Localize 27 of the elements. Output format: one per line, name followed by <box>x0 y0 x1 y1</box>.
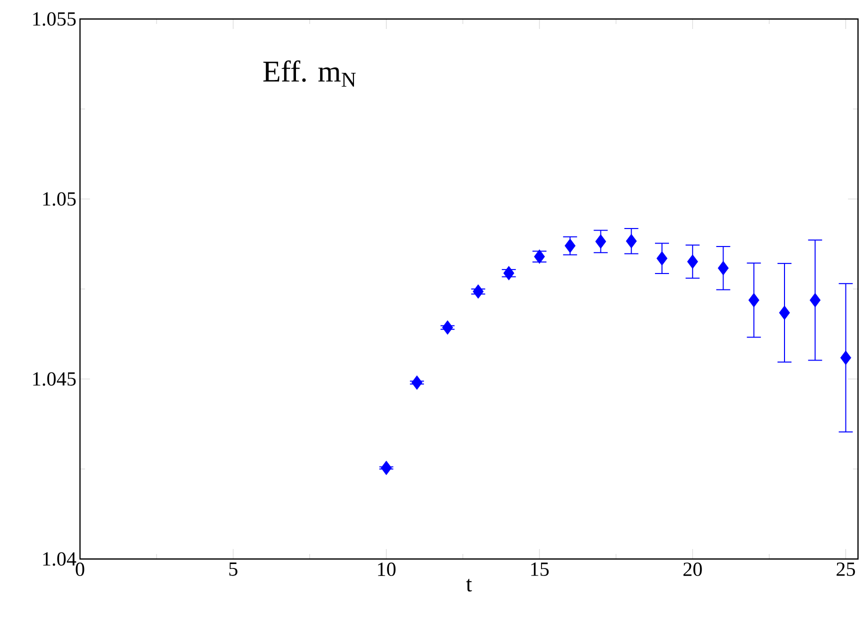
point <box>380 460 392 476</box>
y-tick-label: 1.045 <box>33 372 76 386</box>
point <box>656 251 668 266</box>
annotation: Eff. m$_{N}$ <box>263 60 356 87</box>
point <box>472 284 484 299</box>
point <box>595 234 606 249</box>
x-axis-title: t <box>466 578 472 592</box>
y-tick-label: 1.04 <box>43 552 76 566</box>
x-tick-label: 5 <box>229 562 238 576</box>
x-tick-label: 20 <box>683 562 702 576</box>
point <box>810 292 821 308</box>
point <box>503 266 514 280</box>
point <box>748 292 760 308</box>
y-tick-label: 1.05 <box>43 192 76 206</box>
point <box>534 249 545 264</box>
x-tick-label: 0 <box>76 562 84 576</box>
point <box>442 320 454 335</box>
y-tick-label: 1.055 <box>33 12 76 26</box>
x-tick-label: 15 <box>531 562 549 576</box>
x-tick-label: 10 <box>378 562 396 576</box>
x-tick-label: 25 <box>836 562 855 576</box>
point <box>779 306 790 320</box>
point <box>840 350 852 365</box>
point <box>687 254 698 269</box>
point <box>411 375 422 390</box>
point <box>718 260 729 276</box>
point <box>626 234 637 248</box>
